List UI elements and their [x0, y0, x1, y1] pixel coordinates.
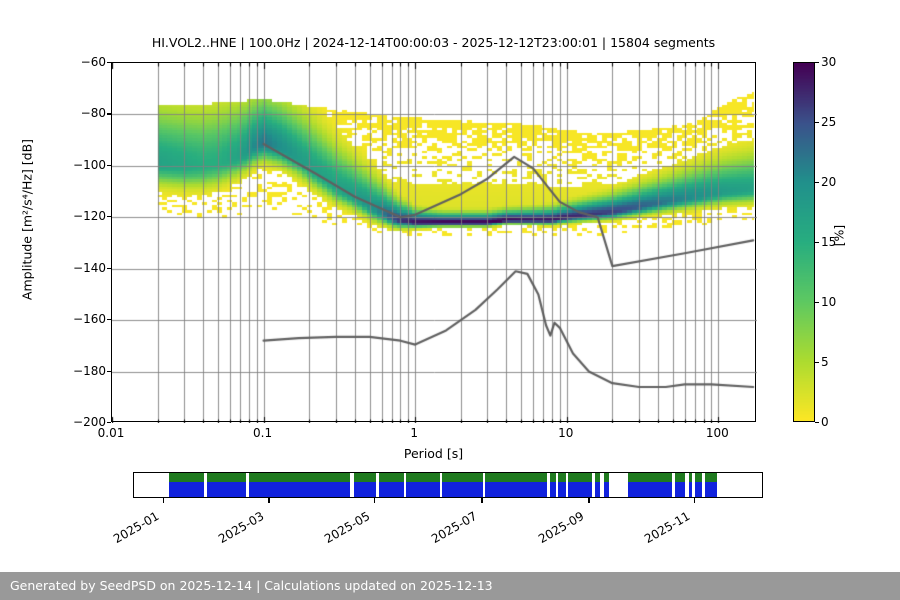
x-axis-ticklabels: 0.01 0.1 1 10 100: [98, 426, 756, 446]
y-axis-tickmark: [107, 216, 111, 218]
timeline-ticklabel: 2025-05: [322, 508, 373, 547]
timeline-coverage-segment: [168, 473, 205, 497]
timeline-coverage-segment: [558, 473, 566, 497]
timeline-tickmark: [374, 498, 376, 503]
colorbar-ticklabels: 0 5 10 15 20 25 30: [815, 55, 855, 429]
noise-model-curves: [112, 63, 757, 423]
timeline-coverage-segment: [674, 473, 685, 497]
timeline-ticklabel: 2025-09: [536, 508, 587, 547]
timeline-coverage-segment: [568, 473, 592, 497]
timeline-coverage-segment: [704, 473, 718, 497]
y-axis-tickmark: [107, 164, 111, 167]
y-axis-tickmark: [107, 370, 111, 372]
timeline-ticklabel: 2025-03: [216, 508, 267, 547]
timeline-tickmark: [481, 498, 483, 503]
timeline-tickmarks: [133, 498, 763, 504]
colorbar-tickmark: [815, 362, 819, 364]
colorbar-ticklabel: 0: [821, 415, 829, 429]
timeline-coverage-segment: [442, 473, 483, 497]
y-axis-ticklabel: −80: [80, 106, 106, 121]
colorbar-gradient: [793, 62, 815, 422]
timeline-ticklabel: 2025-11: [641, 508, 693, 547]
timeline-ticklabel: 2025-01: [110, 508, 162, 547]
timeline-coverage-segment: [353, 473, 376, 497]
x-axis-ticklabel: 0.01: [97, 426, 125, 440]
timeline-coverage-segment: [248, 473, 351, 497]
timeline-ticklabels: 2025-01 2025-03 2025-05 2025-07 2025-09 2025-…: [111, 504, 793, 554]
colorbar-ticklabel: 5: [821, 355, 829, 369]
colorbar-tickmark: [815, 182, 819, 184]
colorbar-tickmark: [815, 62, 819, 64]
timeline-coverage-segment: [688, 473, 693, 497]
colorbar-ticklabel: 15: [821, 235, 837, 249]
colorbar-ticklabel: 10: [821, 295, 837, 309]
timeline-tickmark: [693, 498, 695, 503]
colorbar-ticklabel: 20: [821, 175, 837, 189]
y-axis-label: Amplitude [m²/s⁴/Hz] [dB]: [19, 138, 35, 301]
timeline-coverage-segment: [549, 473, 556, 497]
timeline-coverage-segment: [485, 473, 548, 497]
x-axis-ticklabel: 100: [705, 426, 729, 440]
timeline-coverage-segment: [406, 473, 440, 497]
timeline-coverage-segment: [694, 473, 703, 497]
x-axis-ticklabel: 1: [410, 426, 418, 440]
colorbar-label: [%]: [831, 224, 847, 247]
y-axis-ticklabel: −160: [73, 312, 106, 327]
y-axis-ticklabel: −200: [73, 415, 106, 429]
colorbar-tickmark: [815, 242, 819, 244]
footer-text: Generated by SeedPSD on 2025-12-14 | Cal…: [10, 578, 493, 593]
y-axis-ticklabel: −100: [73, 157, 106, 172]
y-axis-ticklabel: −180: [73, 363, 106, 378]
timeline-tickmark: [162, 498, 164, 503]
x-axis-ticklabel: 0.1: [253, 426, 273, 440]
timeline-coverage-segment: [206, 473, 247, 497]
y-axis-ticklabel: −60: [80, 55, 106, 69]
psd-plot-area: [111, 62, 757, 423]
y-axis-tickmark: [107, 422, 111, 424]
colorbar-ticklabel: 30: [821, 55, 837, 69]
timeline-tickmark: [588, 498, 590, 503]
y-axis-ticklabel: −120: [73, 209, 106, 224]
timeline-coverage-segment: [378, 473, 404, 497]
timeline-coverage-segment: [594, 473, 600, 497]
x-axis-ticklabel: 10: [558, 426, 574, 440]
y-axis-ticklabel: −140: [73, 260, 106, 275]
timeline-coverage-segment: [603, 473, 609, 497]
timeline-coverage-segment: [627, 473, 673, 497]
y-axis-tickmark: [107, 319, 111, 321]
colorbar-ticklabel: 25: [821, 115, 837, 129]
timeline-tickmark: [268, 498, 270, 503]
page-title: HI.VOL2..HNE | 100.0Hz | 2024-12-14T00:0…: [151, 35, 716, 50]
data-coverage-timeline[interactable]: [133, 472, 763, 498]
footer-bar: Generated by SeedPSD on 2025-12-14 | Cal…: [0, 572, 900, 600]
timeline-ticklabel: 2025-07: [429, 508, 480, 547]
colorbar-tickmark: [815, 422, 819, 424]
y-axis-tickmark: [107, 62, 111, 64]
y-axis-tickmarks: [107, 62, 112, 424]
y-axis-tickmark: [107, 267, 111, 269]
colorbar-tickmark: [815, 122, 819, 124]
y-axis-ticklabels: −200 −180 −160 −140 −120 −100 −80 −60: [58, 55, 106, 429]
colorbar: [793, 62, 815, 422]
x-axis-label: Period [s]: [403, 446, 464, 461]
colorbar-tickmark: [815, 302, 819, 304]
y-axis-tickmark: [107, 113, 111, 115]
